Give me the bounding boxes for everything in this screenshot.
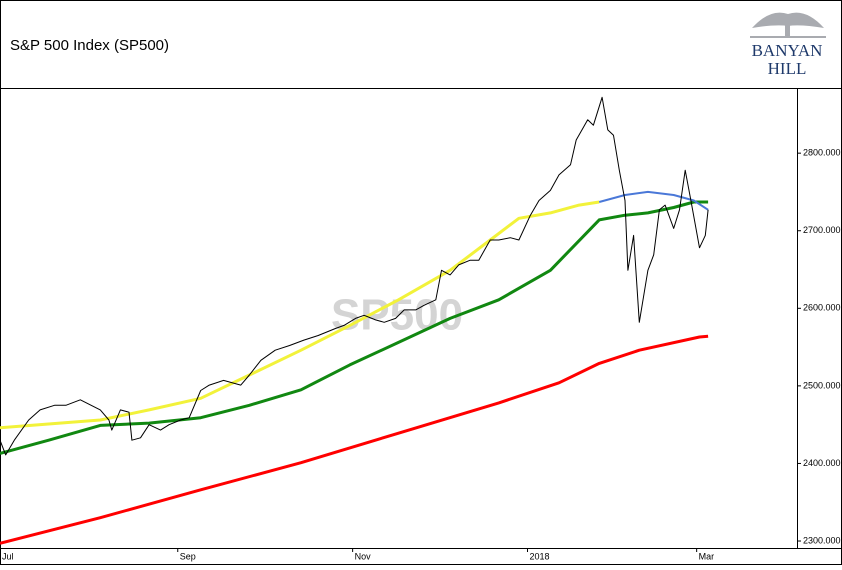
watermark: SP500 [331, 291, 463, 340]
x-tick-label: Mar [699, 551, 715, 561]
logo-text: HILL [768, 59, 807, 78]
logo: BANYAN HILL [750, 12, 826, 78]
series-line [598, 190, 709, 211]
y-tick-label: 2700.000 [803, 225, 841, 235]
y-tick-label: 2400.000 [803, 458, 841, 468]
x-tick-label: Nov [355, 551, 372, 561]
chart-title: S&P 500 Index (SP500) [10, 37, 169, 54]
series-line [0, 200, 600, 430]
y-tick-label: 2800.000 [803, 148, 841, 158]
x-tick-label: Jul [2, 551, 14, 561]
series-line [0, 96, 709, 456]
y-tick-label: 2500.000 [803, 380, 841, 390]
series-line [0, 200, 709, 455]
logo-tree [752, 12, 824, 28]
y-tick-label: 2600.000 [803, 303, 841, 313]
x-tick-label: Sep [180, 551, 196, 561]
series-line [0, 334, 709, 545]
x-tick-label: 2018 [530, 551, 550, 561]
y-tick-label: 2300.000 [803, 535, 841, 545]
logo-trunk [785, 24, 790, 36]
logo-text: BANYAN [752, 41, 823, 60]
